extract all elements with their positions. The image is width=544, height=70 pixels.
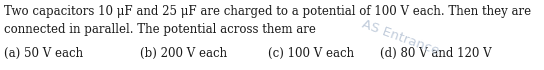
Text: AS Entrance: AS Entrance xyxy=(360,18,441,58)
Text: (b) 200 V each: (b) 200 V each xyxy=(140,47,227,60)
Text: (a) 50 V each: (a) 50 V each xyxy=(4,47,83,60)
Text: (c) 100 V each: (c) 100 V each xyxy=(268,47,354,60)
Text: (d) 80 V and 120 V: (d) 80 V and 120 V xyxy=(380,47,492,60)
Text: connected in parallel. The potential across them are: connected in parallel. The potential acr… xyxy=(4,23,316,36)
Text: Two capacitors 10 μF and 25 μF are charged to a potential of 100 V each. Then th: Two capacitors 10 μF and 25 μF are charg… xyxy=(4,5,531,18)
